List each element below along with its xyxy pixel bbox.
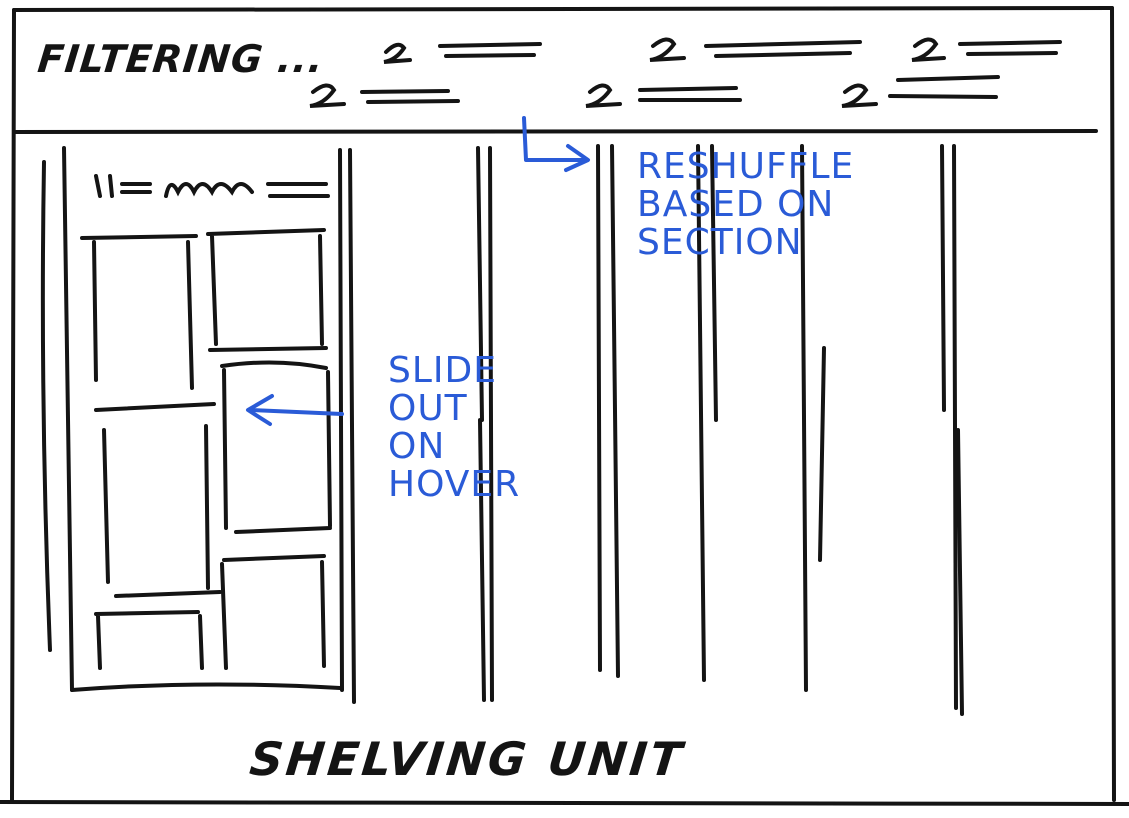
shelf-column[interactable] <box>596 144 620 678</box>
reshuffle-annotation: RESHUFFLE BASED ON SECTION <box>637 148 854 262</box>
annotation-line: RESHUFFLE <box>637 146 855 187</box>
cubby[interactable] <box>94 402 216 590</box>
filter-chip[interactable] <box>649 37 862 62</box>
filter-chip[interactable] <box>309 83 460 108</box>
cubby[interactable] <box>94 590 222 670</box>
shelf-columns <box>476 144 964 716</box>
shelf-column[interactable] <box>476 146 494 702</box>
filter-chip[interactable] <box>841 75 1000 108</box>
filter-label: FILTERING ... <box>35 37 327 81</box>
annotation-line: HOVER <box>388 464 521 505</box>
cubby[interactable] <box>220 360 332 534</box>
filter-chip[interactable] <box>383 42 542 64</box>
shelf-column[interactable] <box>696 144 718 682</box>
shelf-column[interactable] <box>940 144 964 716</box>
filter-chips <box>309 37 1062 108</box>
slide-out-annotation: SLIDE OUT ON HOVER <box>388 352 520 504</box>
reshuffle-arrow <box>522 116 590 172</box>
cubby[interactable] <box>220 554 326 670</box>
annotation-arrows <box>246 116 590 426</box>
annotation-line: SECTION <box>637 222 803 263</box>
header-divider <box>12 129 1098 134</box>
annotation-line: ON <box>388 426 446 467</box>
filter-chip[interactable] <box>911 37 1062 62</box>
slide-out-arrow <box>246 394 344 426</box>
shelf-column[interactable] <box>800 144 826 692</box>
annotation-line: BASED ON <box>637 184 835 225</box>
filter-chip[interactable] <box>585 83 742 108</box>
annotation-line: SLIDE <box>388 350 497 391</box>
panel-title <box>94 174 330 198</box>
annotation-line: OUT <box>388 388 468 429</box>
cubby[interactable] <box>80 234 198 390</box>
shelf-panel[interactable] <box>40 146 356 704</box>
shelving-unit-label: SHELVING UNIT <box>247 732 688 786</box>
cubby[interactable] <box>206 228 328 352</box>
outer-frame <box>0 6 1129 806</box>
